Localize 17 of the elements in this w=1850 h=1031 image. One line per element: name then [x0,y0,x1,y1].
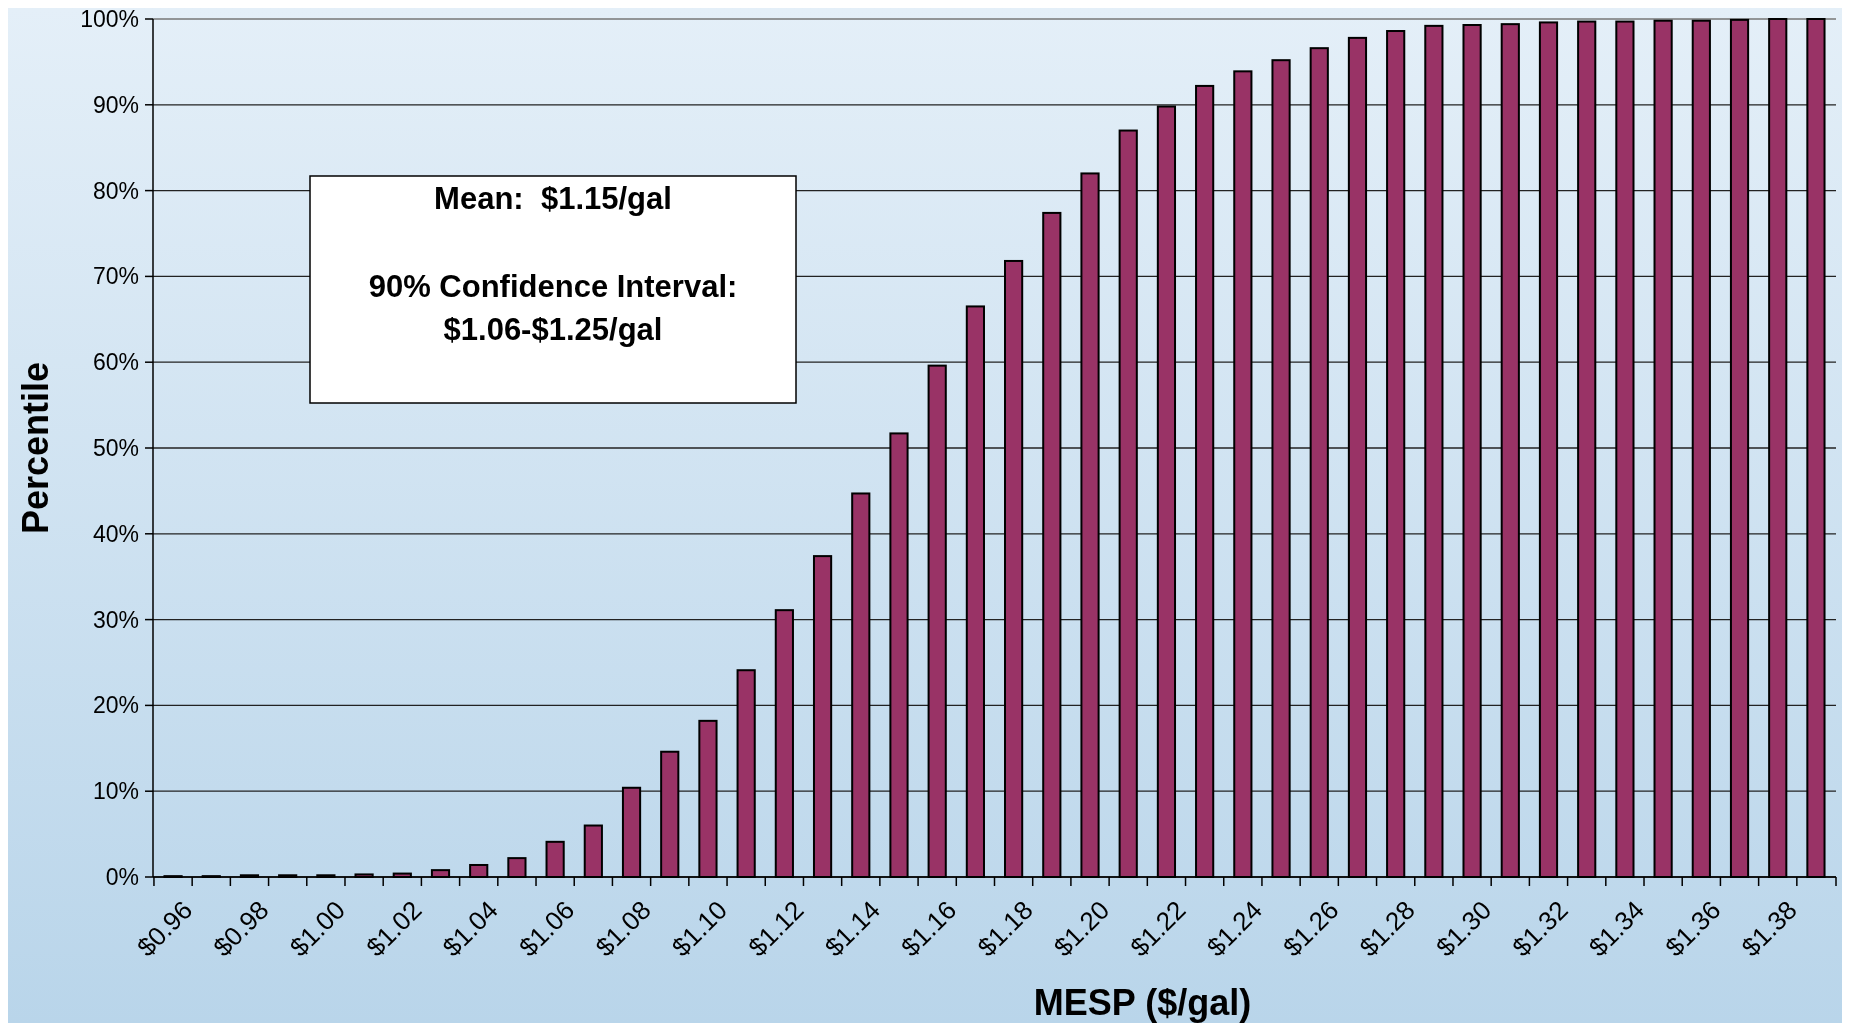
y-tick-label: 10% [92,778,139,805]
note-box: Mean: $1.15/gal 90% Confidence Interval: $1.06-$1.25/gal [309,175,797,404]
y-axis-title: Percentile [15,361,56,535]
y-tick-label: 30% [92,606,139,633]
y-tick-label: 90% [92,91,139,118]
y-tick-label: 100% [80,6,139,33]
y-tick-label: 50% [92,435,139,462]
annotation: 90% Confidence Interval: [368,269,738,304]
x-axis-title: MESP ($/gal) [1033,982,1252,1023]
y-tick-label: 0% [105,864,139,891]
y-tick-label: 60% [92,349,139,376]
y-tick-label: 80% [92,177,139,204]
y-tick-label: 40% [92,520,139,547]
annotation: Mean: $1.15/gal [434,181,672,216]
y-tick-label: 70% [92,263,139,290]
y-tick-label: 20% [92,692,139,719]
annotation: $1.06-$1.25/gal [443,312,663,347]
